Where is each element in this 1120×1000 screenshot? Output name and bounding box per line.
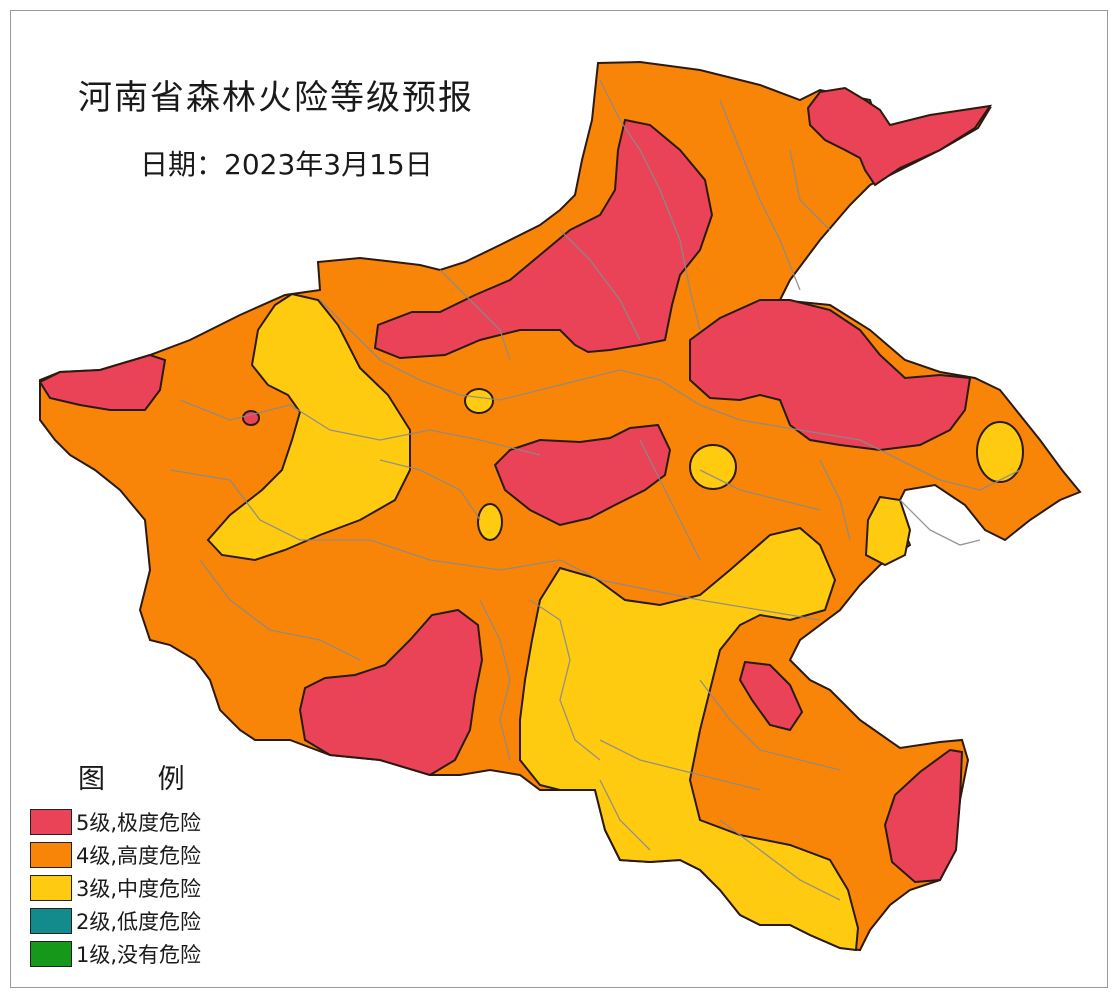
legend-label-level2: 2级,低度危险: [76, 910, 202, 934]
level3-small-2: [477, 503, 503, 541]
level3-south-region: [519, 526, 860, 952]
legend-label-level5: 5级,极度危险: [76, 811, 202, 835]
level3-small-3: [689, 444, 737, 490]
level5-southeast-small: [738, 660, 804, 732]
level3-small-1: [464, 388, 494, 414]
map-title: 河南省森林火险等级预报: [78, 78, 474, 118]
legend-label-level1: 1级,没有危险: [76, 943, 202, 967]
legend-label-level3: 3级,中度危险: [76, 877, 202, 901]
legend-swatch-level1: [30, 941, 72, 967]
level5-northeast-corner: [806, 86, 993, 187]
legend-item-level2: 2级,低度危险: [30, 905, 201, 937]
county-boundaries: [169, 79, 1021, 901]
level3-east-2: [864, 495, 912, 567]
legend-item-level4: 4级,高度危险: [30, 839, 201, 871]
level3-west-region: [206, 292, 411, 562]
legend: 5级,极度危险 4级,高度危险 3级,中度危险 2级,低度危险 1级,没有危险: [30, 806, 201, 971]
level5-central-region: [493, 423, 672, 527]
legend-swatch-level2: [30, 908, 72, 934]
level5-north-region: [373, 118, 714, 360]
level5-dot: [242, 410, 260, 426]
forecast-date: 日期：2023年3月15日: [140, 148, 433, 181]
level5-regions: [38, 86, 993, 884]
legend-item-level1: 1级,没有危险: [30, 938, 201, 970]
level5-west-edge: [38, 353, 167, 411]
legend-swatch-level3: [30, 875, 72, 901]
level3-regions: [206, 292, 1024, 952]
legend-item-level3: 3级,中度危险: [30, 872, 201, 904]
legend-item-level5: 5级,极度危险: [30, 806, 201, 838]
legend-swatch-level4: [30, 842, 72, 868]
legend-label-level4: 4级,高度危险: [76, 844, 202, 868]
level5-northeast-region: [689, 299, 972, 452]
level5-southeast-edge: [883, 748, 964, 884]
legend-swatch-level5: [30, 809, 72, 835]
level5-southwest-region: [298, 608, 484, 777]
level3-east-1: [976, 421, 1024, 483]
legend-title: 图 例: [78, 764, 207, 795]
